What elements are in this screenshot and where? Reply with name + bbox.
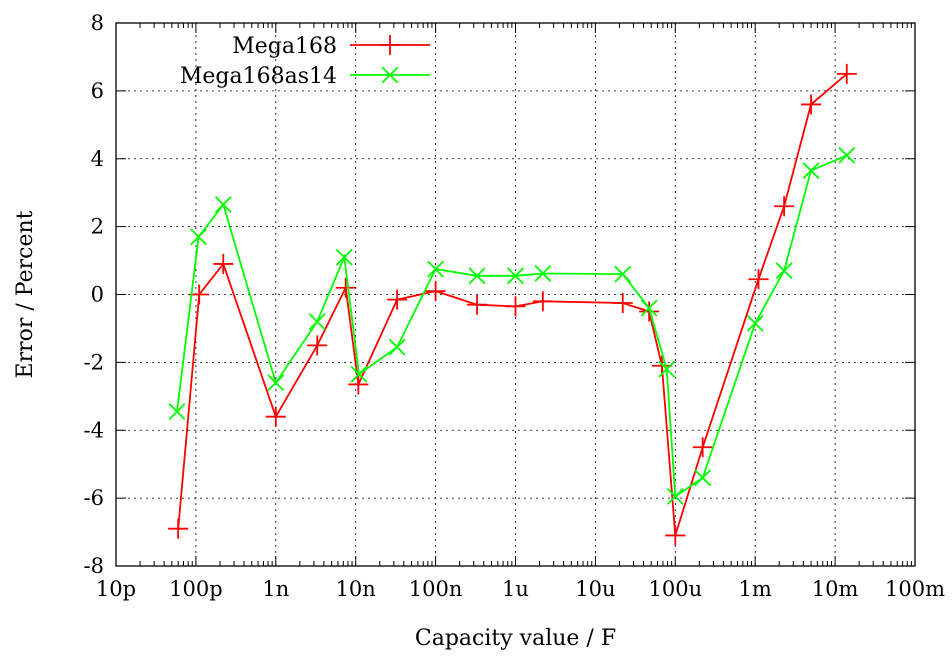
x-axis-label: Capacity value / F <box>415 626 616 651</box>
x-tick-label: 100n <box>409 577 463 601</box>
y-tick-label: 8 <box>91 11 104 35</box>
y-tick-label: -2 <box>84 350 104 374</box>
y-tick-label: 2 <box>91 215 104 239</box>
series-line-mega168as14 <box>176 154 848 499</box>
data-point-mega168as14 <box>746 314 764 332</box>
x-tick-label: 10m <box>812 577 859 601</box>
data-point-mega168as14 <box>775 262 793 280</box>
data-point-mega168as14 <box>507 267 524 285</box>
y-axis-label: Error / Percent <box>13 210 38 378</box>
series-line-mega168 <box>177 73 848 536</box>
data-point-mega168as14 <box>838 146 856 164</box>
data-point-mega168as14 <box>640 299 658 317</box>
y-tick-label: -6 <box>84 486 104 510</box>
data-point-mega168as14 <box>214 196 232 214</box>
data-point-mega168as14 <box>534 265 552 282</box>
legend: Mega168 Mega168as14 <box>180 34 430 89</box>
data-point-mega168as14 <box>267 374 285 392</box>
data-point-mega168as14 <box>168 403 186 421</box>
series <box>168 63 857 546</box>
data-point-mega168as14 <box>350 365 368 383</box>
x-tick-label: 100m <box>885 577 945 601</box>
x-tick-label: 10n <box>336 577 376 601</box>
y-tick-label: 0 <box>91 283 104 307</box>
x-tick-label: 1n <box>262 577 289 601</box>
data-point-mega168as14 <box>335 248 353 266</box>
ticks <box>115 22 916 567</box>
x-tick-label: 10p <box>96 577 136 601</box>
legend-marker-mega168as14 <box>381 66 399 84</box>
data-point-mega168as14 <box>666 487 684 505</box>
y-tick-label: -4 <box>84 418 104 442</box>
x-tick-label: 10u <box>575 577 615 601</box>
x-tick-label: 1m <box>739 577 772 601</box>
data-point-mega168as14 <box>468 267 486 285</box>
x-tick-label: 100u <box>648 577 702 601</box>
y-tick-label: 4 <box>91 147 104 171</box>
legend-label-mega168as14: Mega168as14 <box>180 64 337 89</box>
data-point-mega168as14 <box>694 469 712 487</box>
grid <box>116 23 915 566</box>
x-tick-label: 1u <box>502 577 529 601</box>
x-tick-label: 100p <box>169 577 223 601</box>
data-point-mega168as14 <box>190 228 208 246</box>
plot-frame <box>115 22 916 567</box>
y-tick-label: -8 <box>84 554 104 578</box>
tick-labels: 10p 100p 1n 10n 100n 1u 10u 100u 1m 10m 100m -8 -6 -4… <box>84 11 946 601</box>
data-point-mega168as14 <box>802 162 820 180</box>
data-point-mega168as14 <box>308 313 326 331</box>
data-point-mega168as14 <box>427 260 445 278</box>
data-point-mega168as14 <box>614 265 632 283</box>
legend-label-mega168: Mega168 <box>232 34 337 59</box>
y-tick-label: 6 <box>91 79 104 103</box>
data-point-mega168as14 <box>388 338 406 356</box>
data-point-mega168as14 <box>658 360 676 378</box>
